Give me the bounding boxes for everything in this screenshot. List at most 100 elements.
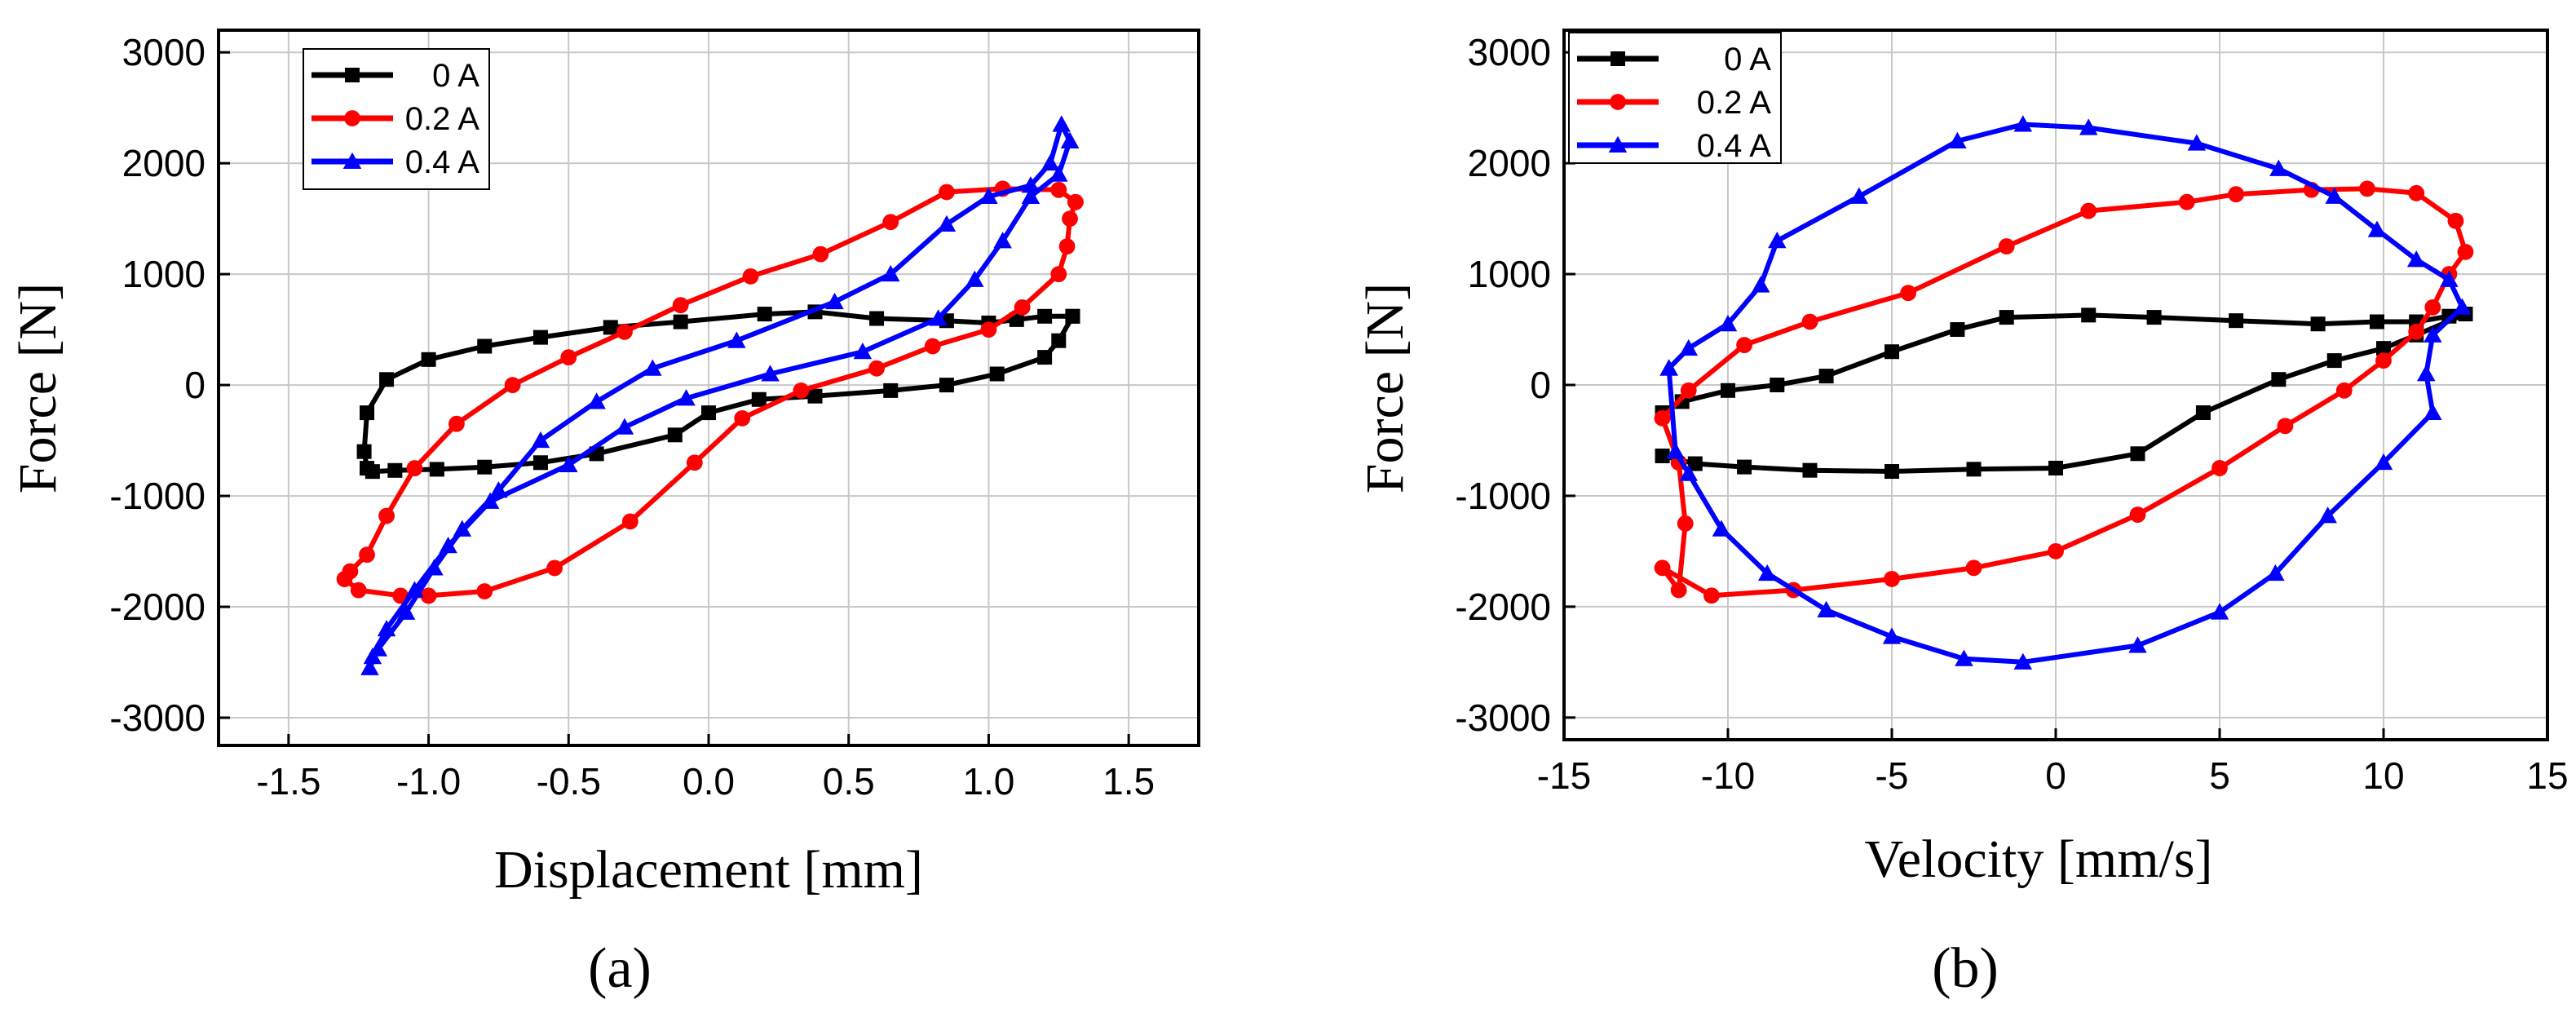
data-point [1818, 369, 1834, 384]
data-point [2325, 187, 2344, 204]
data-point [1849, 187, 1869, 204]
y-tick-label: 1000 [1468, 253, 1551, 295]
data-point [677, 389, 696, 406]
data-point [1703, 587, 1720, 604]
legend-marker [345, 68, 360, 82]
data-point [989, 366, 1005, 382]
data-point [2376, 341, 2391, 356]
x-axis-title-b: Velocity [mm/s] [1864, 829, 2212, 889]
data-point [489, 481, 508, 498]
data-point [807, 388, 823, 404]
data-point [2408, 184, 2425, 201]
data-point [1966, 462, 1982, 477]
data-point [667, 427, 683, 443]
x-tick-label: -1.0 [396, 760, 461, 803]
data-point [2229, 313, 2244, 329]
data-point [2326, 353, 2342, 369]
data-point [546, 559, 563, 577]
data-point [406, 460, 423, 476]
y-tick-label: -1000 [109, 475, 205, 517]
series-0-aa-a [356, 304, 1080, 480]
data-point [1950, 322, 1965, 338]
data-point [1687, 456, 1703, 471]
data-point [1768, 232, 1787, 249]
data-point [2048, 543, 2064, 559]
y-tick-label: -3000 [109, 697, 205, 739]
data-point [396, 603, 416, 620]
data-point [1757, 564, 1777, 582]
data-point [2013, 652, 2033, 670]
data-point [342, 563, 359, 580]
data-point [2211, 460, 2228, 476]
y-axis-title-a: Force [N] [8, 283, 68, 493]
series-line [342, 186, 1078, 599]
data-point [476, 583, 493, 599]
legend-label: 0 A [1724, 42, 1771, 77]
data-point [559, 455, 578, 472]
legend-marker [344, 110, 360, 126]
data-point [761, 365, 780, 382]
y-tick-label: -2000 [109, 586, 205, 628]
legend-b: 0 A 0.2 A 0.4 A [1568, 32, 1782, 164]
legend-label: 0 A [432, 58, 479, 94]
data-point [448, 415, 465, 432]
data-point [1058, 238, 1076, 255]
data-point [1801, 313, 1818, 330]
data-point [965, 270, 984, 287]
data-point [881, 264, 900, 282]
data-point [993, 232, 1012, 249]
data-point [453, 520, 472, 537]
legend-label: 0.2 A [1697, 85, 1772, 121]
panel-label-b: (b) [1932, 937, 1999, 1000]
chart-panel-b: -15 -10 -5 0 5 10 15 -3000 -2000 -1000 0 1000 2000 30… [1355, 29, 2569, 1000]
data-point [360, 461, 375, 476]
data-point [1037, 350, 1053, 365]
data-point [1679, 464, 1699, 481]
data-point [1737, 459, 1752, 475]
data-point [2178, 193, 2195, 210]
data-point [425, 559, 444, 576]
panel-label-a: (a) [588, 937, 652, 1000]
data-point [1041, 153, 1060, 171]
data-point [2128, 636, 2147, 653]
data-point [1884, 570, 1900, 587]
data-point [2318, 506, 2337, 524]
x-tick-label: -1.5 [256, 760, 320, 803]
data-point [1655, 449, 1670, 463]
data-point [2367, 220, 2387, 237]
data-point [2417, 365, 2436, 382]
data-point [2359, 180, 2375, 197]
data-point [392, 587, 409, 604]
data-point [1751, 276, 1770, 293]
data-point [751, 391, 767, 407]
data-point [1051, 333, 1067, 348]
data-point [2335, 382, 2353, 399]
data-point [477, 459, 493, 475]
data-point [1712, 520, 1731, 537]
y-tick-label: 3000 [1468, 31, 1551, 73]
data-point [360, 658, 379, 675]
data-point [560, 349, 577, 366]
legend-marker [1611, 51, 1625, 66]
data-point [937, 214, 957, 232]
data-point [757, 307, 772, 322]
data-point [603, 320, 618, 335]
y-tick-label: -3000 [1455, 697, 1551, 739]
y-tick-label: 1000 [122, 253, 205, 295]
data-point [1900, 285, 1917, 302]
legend-label: 0.4 A [1697, 128, 1772, 164]
x-tick-label: 5 [2209, 754, 2230, 797]
series-0-2-aa-b [1654, 180, 2474, 604]
data-point [673, 314, 688, 329]
x-tick-label: -0.5 [537, 760, 601, 803]
data-point [2453, 298, 2472, 315]
data-point [672, 297, 689, 314]
data-point [1037, 308, 1053, 324]
x-tick-label: 15 [2526, 754, 2568, 797]
data-point [1021, 176, 1041, 193]
series-layer-b [1654, 115, 2474, 670]
data-point [2310, 316, 2326, 332]
data-point [939, 378, 954, 393]
data-point [1999, 310, 2014, 325]
data-point [2269, 159, 2288, 176]
